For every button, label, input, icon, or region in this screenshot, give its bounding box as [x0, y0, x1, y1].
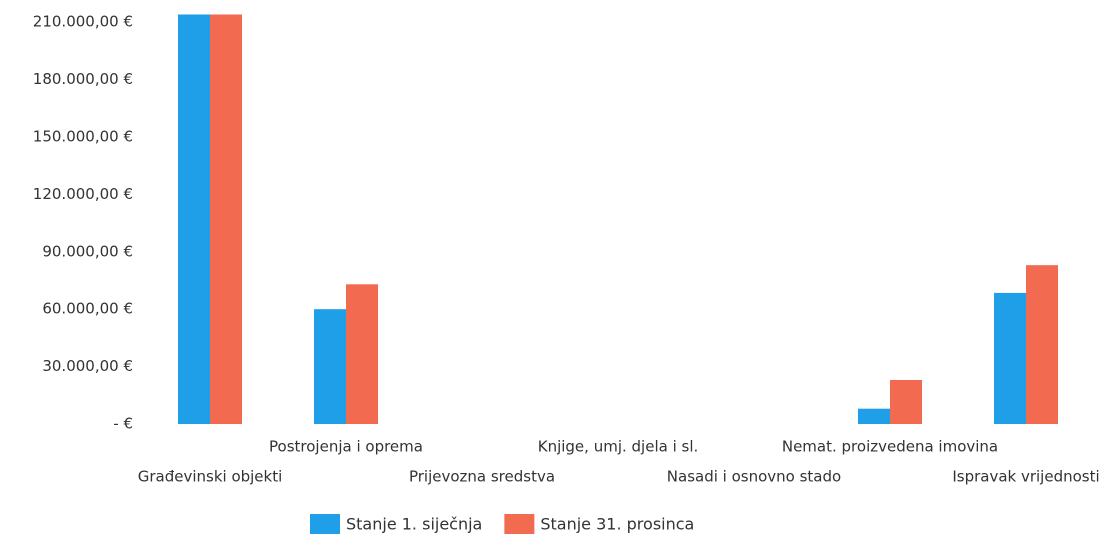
x-tick-label: Postrojenja i oprema [269, 438, 423, 456]
x-tick-label: Ispravak vrijednosti [952, 468, 1099, 486]
bar [858, 408, 890, 424]
y-tick-label: 180.000,00 € [33, 70, 133, 88]
y-tick-label: 120.000,00 € [33, 185, 133, 203]
x-tick-label: Građevinski objekti [138, 468, 283, 486]
legend-label: Stanje 31. prosinca [540, 515, 694, 534]
y-tick-label: 60.000,00 € [42, 300, 133, 318]
bar [346, 284, 378, 424]
legend-swatch [504, 514, 535, 534]
bar [210, 14, 242, 425]
x-tick-label: Knjige, umj. djela i sl. [538, 438, 699, 456]
y-tick-label: 210.000,00 € [33, 13, 133, 31]
bar [890, 379, 922, 424]
y-tick-label: 90.000,00 € [42, 242, 133, 260]
x-tick-label: Prijevozna sredstva [409, 468, 555, 486]
y-tick-label: 30.000,00 € [42, 357, 133, 375]
legend-swatch [310, 514, 340, 534]
y-tick-label: - € [113, 415, 133, 433]
x-tick-label: Nemat. proizvedena imovina [782, 438, 998, 456]
legend-label: Stanje 1. siječnja [346, 515, 482, 534]
bar [994, 292, 1026, 424]
bar [314, 309, 346, 424]
bar [178, 14, 210, 425]
y-tick-label: 150.000,00 € [33, 127, 133, 145]
bar [1026, 265, 1058, 424]
x-tick-label: Nasadi i osnovno stado [667, 468, 841, 486]
